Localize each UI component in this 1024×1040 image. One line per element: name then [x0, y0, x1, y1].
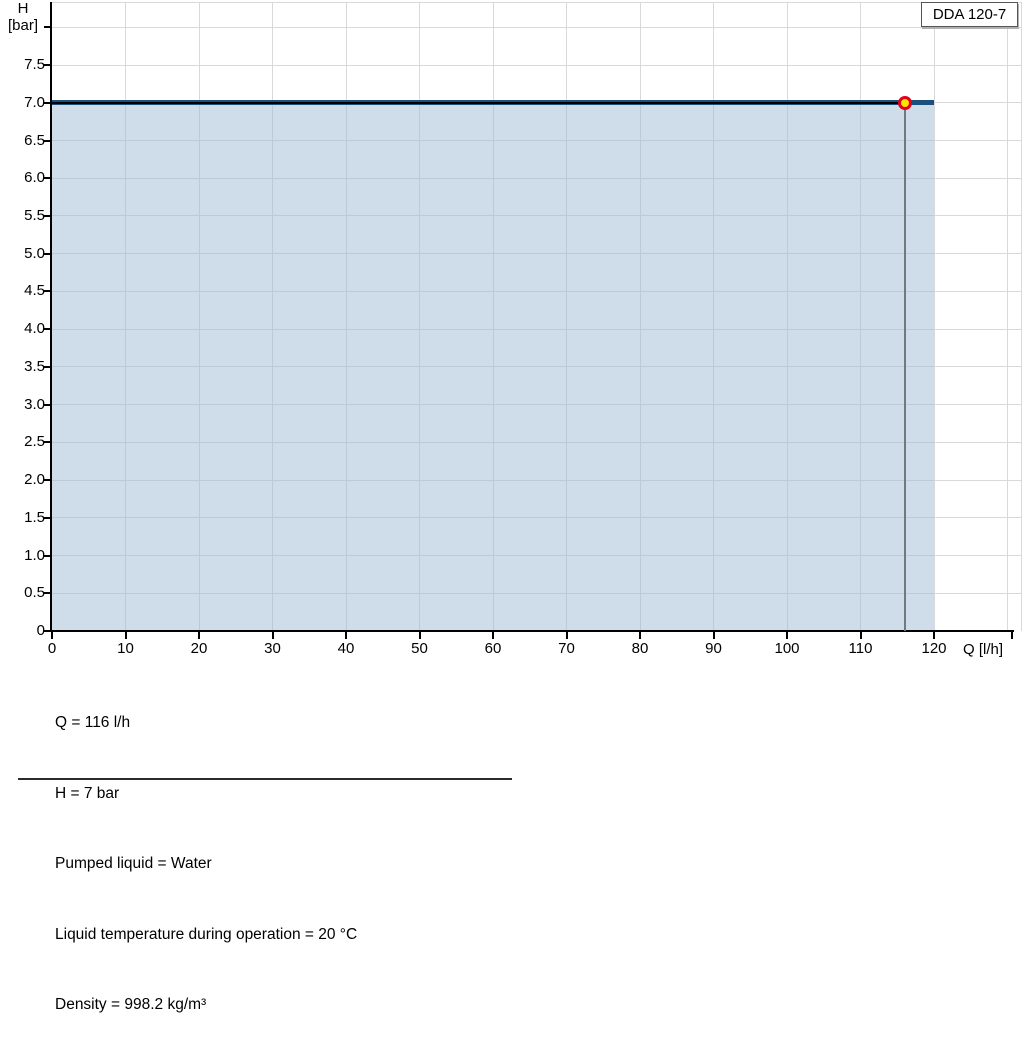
- x-axis-tick: [712, 631, 715, 639]
- y-tick-label: 1.5: [24, 508, 45, 526]
- x-tick-label: 0: [47, 640, 57, 657]
- y-axis-tick: [44, 252, 52, 255]
- x-axis-tick: [492, 631, 494, 639]
- y-tick-label: 4.5: [24, 282, 45, 300]
- y-tick-label: 3.5: [24, 357, 45, 375]
- x-axis-tick: [639, 631, 641, 639]
- x-tick-label: 50: [411, 640, 428, 657]
- x-tick-label: 110: [848, 640, 873, 657]
- x-axis-tick: [786, 631, 788, 639]
- head-indicator-line: [52, 101, 905, 104]
- x-tick-label: 60: [484, 640, 502, 657]
- y-tick-label: 5.0: [24, 244, 45, 262]
- y-axis-tick: [44, 479, 52, 482]
- y-tick-label: 5.5: [24, 206, 45, 224]
- y-axis-tick: [44, 26, 52, 29]
- y-axis-line: [50, 2, 52, 632]
- y-axis-tick: [44, 403, 52, 406]
- y-axis-title: H [bar]: [0, 0, 46, 34]
- x-axis-tick: [198, 631, 200, 639]
- y-tick-label: 0: [36, 622, 45, 639]
- curve-fill-area: [52, 103, 934, 631]
- y-axis-tick: [44, 64, 52, 67]
- y-axis-tick: [44, 290, 52, 293]
- x-tick-label: 120: [921, 640, 947, 657]
- y-axis-tick: [44, 630, 52, 632]
- x-tick-label: 100: [774, 640, 800, 657]
- x-axis-tick: [271, 631, 274, 639]
- y-axis-tick: [44, 592, 52, 595]
- pump-curve-page: { "header": { "model_label": "DDA 120-7"…: [0, 0, 1022, 1013]
- x-axis-unit-label: Q [l/h]: [963, 641, 1004, 658]
- info-line-flow: Q = 116 l/h: [55, 714, 131, 731]
- duty-point-info-block: Q = 116 l/h H = 7 bar Pumped liquid = Wa…: [55, 664, 357, 1040]
- y-tick-label: 6.0: [24, 169, 45, 187]
- horizontal-gridline: [52, 64, 1022, 66]
- y-tick-label: 2.5: [24, 433, 45, 451]
- x-tick-label: 80: [631, 640, 649, 657]
- y-axis-tick: [44, 328, 52, 331]
- y-axis-tick: [44, 516, 52, 519]
- y-axis-tick: [44, 554, 52, 557]
- y-tick-label: 4.0: [24, 320, 45, 338]
- vertical-gridline: [933, 2, 935, 631]
- operating-point-marker[interactable]: [897, 95, 912, 110]
- y-axis-tick: [44, 101, 52, 104]
- y-axis-tick: [44, 177, 52, 180]
- bottom-divider-line: [18, 778, 512, 780]
- y-tick-label: 7.0: [24, 93, 45, 111]
- flow-indicator-line: [903, 102, 906, 631]
- pump-model-badge: DDA 120-7: [921, 2, 1018, 27]
- plot-top-border: [52, 2, 1022, 3]
- vertical-gridline: [1007, 2, 1008, 631]
- x-axis-tick: [345, 631, 347, 639]
- x-tick-label: 20: [190, 640, 208, 657]
- horizontal-gridline: [52, 26, 1022, 28]
- x-tick-label: 90: [705, 640, 722, 657]
- x-tick-label: 40: [337, 640, 355, 657]
- y-tick-label: 2.0: [24, 471, 45, 489]
- info-line-density: Density = 998.2 kg/m³: [55, 996, 207, 1013]
- x-axis-tick: [51, 631, 53, 639]
- pump-performance-chart: 0 10 20 30 40 50 60 70 80 90 100 110 120 0 0.5 1.0 1.5 2.…: [24, 2, 1022, 657]
- x-axis-tick: [418, 631, 421, 639]
- y-axis-tick: [44, 214, 52, 217]
- y-tick-label: 1.0: [24, 546, 45, 564]
- y-tick-label: 6.5: [24, 131, 45, 149]
- y-axis-tick: [44, 441, 52, 444]
- x-tick-label: 10: [117, 640, 134, 657]
- x-axis-tick: [124, 631, 127, 639]
- x-axis-tick: [565, 631, 568, 639]
- y-tick-label: 3.0: [24, 395, 45, 413]
- x-axis-tick: [933, 631, 935, 639]
- y-axis-tick: [44, 365, 52, 368]
- plot-right-border: [1021, 2, 1022, 631]
- y-axis-tick: [44, 139, 52, 142]
- y-tick-label: 0.5: [24, 584, 45, 602]
- info-line-temperature: Liquid temperature during operation = 20…: [55, 925, 358, 943]
- y-axis-title-symbol: H: [17, 0, 29, 17]
- x-axis-tick: [859, 631, 862, 639]
- y-axis-unit-label: [bar]: [7, 17, 38, 34]
- info-line-liquid: Pumped liquid = Water: [55, 855, 212, 872]
- info-line-head: H = 7 bar: [55, 784, 120, 802]
- y-tick-label: 7.5: [24, 56, 45, 74]
- x-tick-label: 70: [558, 640, 575, 657]
- x-axis-line: [50, 630, 1014, 632]
- x-axis-end-tick: [1011, 631, 1013, 639]
- x-tick-label: 30: [264, 640, 281, 657]
